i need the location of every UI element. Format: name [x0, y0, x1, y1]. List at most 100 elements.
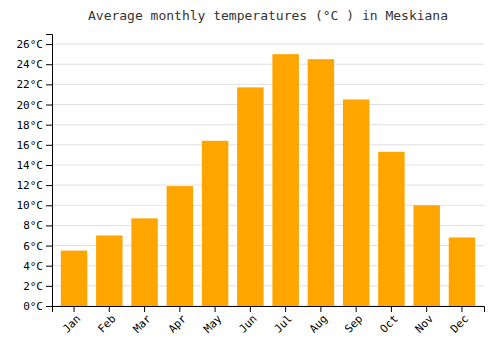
x-tick: Mar: [131, 306, 155, 336]
x-axis-line: [53, 307, 485, 313]
y-tick-label: 2°C: [23, 280, 43, 293]
y-tick-label: 6°C: [23, 240, 43, 253]
y-tick-mark: [46, 246, 52, 247]
bar: [61, 251, 87, 306]
y-tick-mark: [46, 125, 52, 126]
x-tick-mark: [179, 306, 180, 312]
y-tick-mark: [46, 105, 52, 106]
x-tick: Oct: [377, 306, 400, 336]
x-tick: Dec: [448, 306, 471, 336]
y-tick: 0°C: [23, 300, 52, 313]
x-axis: Jan Feb Mar Apr May Jun Jul Aug Sep Oct Nov Dec: [53, 306, 485, 336]
y-axis: 0°C 2°C 4°C 6°C 8°C 10°C 12°C 14°C 16°C 18°C 20°C 2…: [17, 35, 53, 314]
y-tick: 20°C: [17, 99, 53, 112]
x-tick-label: Jan: [60, 312, 83, 335]
x-tick-label: Dec: [448, 312, 471, 335]
y-tick: 2°C: [23, 280, 52, 293]
y-tick-label: 14°C: [17, 159, 44, 172]
y-tick: 6°C: [23, 240, 52, 253]
y-tick-label: 4°C: [23, 260, 43, 273]
grid-line: [52, 64, 484, 65]
y-tick-mark: [46, 205, 52, 206]
y-tick-label: 26°C: [17, 38, 44, 51]
x-tick-label: Jul: [272, 312, 295, 335]
x-tick-label: Jun: [236, 312, 259, 335]
grid-line: [52, 164, 484, 165]
y-tick-label: 18°C: [17, 119, 44, 132]
bar: [449, 237, 475, 306]
x-tick: Aug: [307, 306, 330, 336]
x-tick-mark: [285, 306, 286, 312]
bar: [413, 205, 439, 306]
x-tick-mark: [74, 306, 75, 312]
y-tick-label: 24°C: [17, 58, 44, 71]
chart: 0°C 2°C 4°C 6°C 8°C 10°C 12°C 14°C 16°C 18°C 20°C 2…: [0, 0, 500, 350]
x-tick-label: Oct: [377, 312, 400, 335]
grid-line: [52, 124, 484, 125]
y-tick-mark: [46, 64, 52, 65]
x-tick-mark: [426, 306, 427, 312]
y-tick-mark: [46, 225, 52, 226]
y-tick-mark: [46, 185, 52, 186]
bar: [378, 152, 404, 306]
y-tick-label: 12°C: [17, 179, 44, 192]
y-axis-line: [46, 35, 53, 307]
y-tick: 10°C: [17, 199, 53, 212]
x-tick: Apr: [166, 306, 190, 336]
y-tick-mark: [46, 286, 52, 287]
x-tick-label: Mar: [131, 312, 155, 336]
y-tick-mark: [46, 145, 52, 146]
x-tick-mark: [320, 306, 321, 312]
bar: [308, 59, 334, 306]
grid: [52, 44, 484, 306]
grid-line: [52, 44, 484, 45]
x-tick: Feb: [95, 306, 118, 336]
bars: [61, 54, 475, 306]
x-tick-label: Nov: [413, 312, 437, 336]
y-tick: 24°C: [17, 58, 53, 71]
x-tick: Jun: [236, 306, 259, 336]
bar: [237, 87, 263, 306]
y-tick: 8°C: [23, 219, 52, 232]
y-tick-label: 22°C: [17, 78, 44, 91]
bar: [202, 141, 228, 306]
y-tick: 12°C: [17, 179, 53, 192]
y-tick-label: 16°C: [17, 139, 44, 152]
x-tick-label: Feb: [95, 312, 118, 335]
x-tick-label: Sep: [342, 312, 365, 335]
grid-line: [52, 185, 484, 186]
y-tick-mark: [46, 84, 52, 85]
bar: [167, 186, 193, 306]
y-tick-label: 0°C: [23, 300, 43, 313]
y-tick: 26°C: [17, 38, 53, 51]
x-tick-label: May: [201, 312, 225, 336]
y-tick: 16°C: [17, 139, 53, 152]
title: Average monthly temperatures (°C ) in Me…: [88, 8, 448, 23]
grid-line: [52, 104, 484, 105]
y-tick: 22°C: [17, 78, 53, 91]
bar: [96, 235, 122, 306]
x-tick-mark: [109, 306, 110, 312]
bar: [343, 99, 369, 306]
bar: [272, 54, 298, 306]
x-tick-mark: [356, 306, 357, 312]
y-tick: 18°C: [17, 119, 53, 132]
y-tick-mark: [46, 44, 52, 45]
y-tick-mark: [46, 266, 52, 267]
bar: [131, 218, 157, 306]
x-tick-mark: [215, 306, 216, 312]
x-tick: May: [201, 306, 225, 336]
y-tick-label: 8°C: [23, 219, 43, 232]
x-tick-label: Aug: [307, 312, 330, 335]
y-tick: 14°C: [17, 159, 53, 172]
x-tick-mark: [144, 306, 145, 312]
x-tick-mark: [391, 306, 392, 312]
y-tick-mark: [46, 306, 52, 307]
y-tick-mark: [46, 165, 52, 166]
x-tick: Sep: [342, 306, 365, 336]
x-tick: Nov: [413, 306, 437, 336]
x-tick-label: Apr: [166, 312, 190, 336]
plot: 0°C 2°C 4°C 6°C 8°C 10°C 12°C 14°C 16°C 18°C 20°C 2…: [17, 35, 485, 336]
grid-line: [52, 84, 484, 85]
x-tick-mark: [461, 306, 462, 312]
